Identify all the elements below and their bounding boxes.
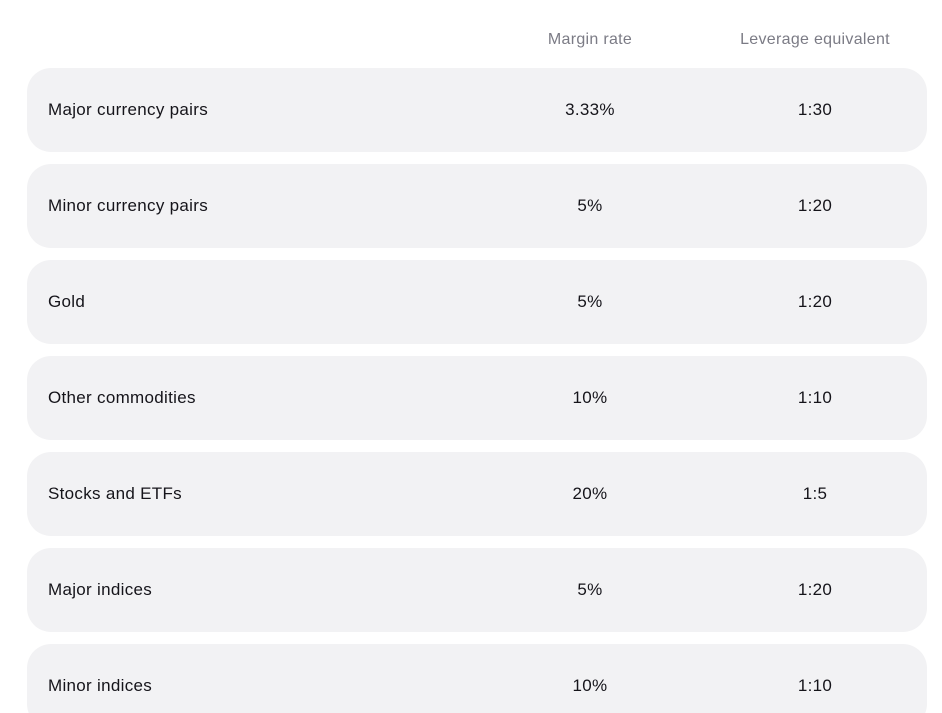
table-row: Major currency pairs 3.33% 1:30 — [27, 68, 927, 152]
margin-rate-value: 20% — [572, 484, 608, 503]
leverage-equiv-value: 1:20 — [797, 292, 833, 311]
asset-class-label: Major currency pairs — [48, 100, 208, 119]
header-margin-rate: Margin rate — [547, 31, 633, 48]
margin-rate-value: 3.33% — [565, 100, 615, 119]
header-leverage-equivalent: Leverage equivalent — [740, 31, 890, 48]
asset-class-label: Other commodities — [48, 388, 196, 407]
margin-rates-table: Margin rate Leverage equivalent Major cu… — [27, 0, 927, 713]
leverage-equiv-value: 1:20 — [797, 196, 833, 215]
table-header-row: Margin rate Leverage equivalent — [27, 0, 927, 68]
asset-class-label: Minor currency pairs — [48, 196, 208, 215]
leverage-equiv-value: 1:30 — [797, 100, 833, 119]
asset-class-label: Major indices — [48, 580, 153, 599]
table-row: Stocks and ETFs 20% 1:5 — [27, 452, 927, 536]
margin-rate-value: 5% — [577, 292, 603, 311]
leverage-equiv-value: 1:10 — [797, 676, 833, 695]
margin-rate-value: 5% — [577, 580, 603, 599]
asset-class-label: Minor indices — [48, 676, 153, 695]
leverage-equiv-value: 1:10 — [797, 388, 833, 407]
table-body: Major currency pairs 3.33% 1:30 Minor cu… — [27, 68, 927, 713]
leverage-equiv-value: 1:20 — [797, 580, 833, 599]
leverage-equiv-value: 1:5 — [802, 484, 828, 503]
table-row: Gold 5% 1:20 — [27, 260, 927, 344]
table-row: Minor indices 10% 1:10 — [27, 644, 927, 713]
table-row: Major indices 5% 1:20 — [27, 548, 927, 632]
table-row: Minor currency pairs 5% 1:20 — [27, 164, 927, 248]
asset-class-label: Gold — [48, 292, 86, 311]
table-row: Other commodities 10% 1:10 — [27, 356, 927, 440]
margin-rate-value: 5% — [577, 196, 603, 215]
margin-rate-value: 10% — [572, 676, 608, 695]
margin-rate-value: 10% — [572, 388, 608, 407]
asset-class-label: Stocks and ETFs — [48, 484, 182, 503]
